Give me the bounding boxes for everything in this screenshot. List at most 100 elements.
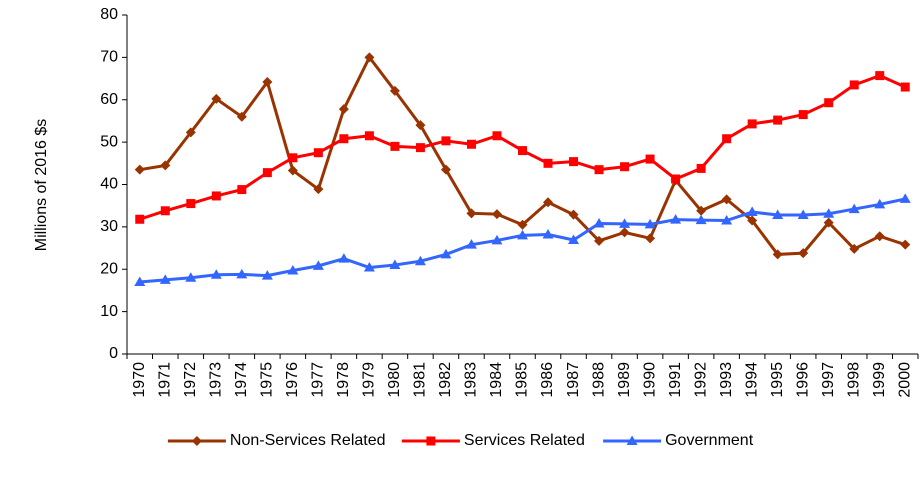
x-tick-label: 1978 bbox=[335, 362, 352, 398]
y-tick-label: 50 bbox=[100, 133, 118, 150]
data-point bbox=[236, 268, 248, 279]
data-point bbox=[441, 136, 451, 146]
data-point bbox=[261, 270, 273, 280]
data-point bbox=[236, 111, 247, 122]
x-tick-label: 1970 bbox=[131, 362, 148, 398]
data-point bbox=[414, 255, 426, 266]
data-point bbox=[185, 272, 197, 282]
legend-marker bbox=[626, 435, 638, 445]
data-point bbox=[518, 146, 527, 156]
legend-marker bbox=[191, 436, 202, 446]
x-tick-label: 1997 bbox=[820, 362, 837, 398]
data-point bbox=[568, 209, 579, 220]
x-tick-label: 1992 bbox=[692, 362, 709, 398]
series-line bbox=[139, 197, 906, 284]
data-point bbox=[211, 191, 221, 201]
data-point bbox=[747, 215, 758, 226]
data-point bbox=[312, 260, 324, 270]
x-tick-label: 1984 bbox=[488, 362, 505, 398]
x-tick-label: 1999 bbox=[871, 362, 888, 398]
data-point bbox=[670, 214, 682, 224]
x-tick-label: 1975 bbox=[259, 362, 276, 398]
data-point bbox=[874, 231, 885, 242]
data-point bbox=[134, 276, 146, 286]
x-tick-label: 1996 bbox=[794, 362, 811, 398]
data-point bbox=[619, 227, 630, 238]
data-point bbox=[339, 134, 349, 144]
data-point bbox=[440, 164, 451, 175]
data-point bbox=[721, 194, 732, 205]
data-point bbox=[696, 205, 707, 216]
data-point bbox=[389, 259, 401, 270]
data-point bbox=[160, 160, 171, 171]
y-tick-label: 30 bbox=[100, 218, 118, 235]
x-tick-label: 1971 bbox=[156, 362, 173, 398]
data-point bbox=[722, 134, 732, 144]
data-point bbox=[798, 248, 809, 259]
data-point bbox=[185, 127, 196, 138]
data-point bbox=[389, 85, 400, 96]
legend-label: Services Related bbox=[464, 432, 585, 449]
data-point bbox=[159, 274, 171, 284]
x-tick-label: 1991 bbox=[667, 362, 684, 398]
data-point bbox=[338, 104, 349, 115]
y-tick-label: 70 bbox=[100, 49, 118, 66]
data-point bbox=[466, 139, 476, 149]
data-point bbox=[491, 234, 503, 245]
x-tick-label: 1985 bbox=[514, 362, 531, 398]
data-point bbox=[899, 193, 911, 203]
data-point bbox=[415, 143, 425, 153]
data-point bbox=[569, 157, 579, 167]
data-point bbox=[491, 209, 502, 220]
y-tick-label: 20 bbox=[100, 260, 118, 277]
data-point bbox=[543, 158, 553, 168]
x-tick-label: 1983 bbox=[463, 362, 480, 398]
x-tick-label: 1972 bbox=[182, 362, 199, 398]
x-tick-label: 1974 bbox=[233, 362, 250, 398]
data-point bbox=[849, 80, 859, 90]
data-point bbox=[619, 218, 631, 228]
data-point bbox=[848, 203, 860, 214]
data-point bbox=[543, 197, 554, 208]
x-tick-label: 1987 bbox=[565, 362, 582, 398]
data-point bbox=[363, 262, 375, 272]
data-point bbox=[262, 76, 273, 87]
y-tick-label: 10 bbox=[100, 303, 118, 320]
data-point bbox=[440, 248, 452, 259]
x-tick-label: 1993 bbox=[718, 362, 735, 398]
data-point bbox=[492, 131, 502, 141]
data-point bbox=[849, 243, 860, 254]
data-point bbox=[390, 141, 400, 151]
data-point bbox=[696, 163, 706, 173]
data-point bbox=[797, 209, 809, 220]
data-point bbox=[773, 115, 783, 125]
data-point bbox=[211, 93, 222, 104]
data-point bbox=[594, 165, 604, 175]
data-point bbox=[824, 98, 834, 108]
data-point bbox=[671, 174, 681, 184]
data-point bbox=[364, 131, 374, 141]
data-point bbox=[644, 218, 656, 229]
data-point bbox=[517, 219, 528, 230]
x-tick-label: 2000 bbox=[896, 362, 913, 398]
data-point bbox=[186, 199, 196, 209]
data-point bbox=[568, 234, 580, 245]
data-point bbox=[772, 249, 783, 260]
data-point bbox=[593, 217, 605, 228]
x-tick-label: 1982 bbox=[437, 362, 454, 398]
x-tick-label: 1977 bbox=[310, 362, 327, 398]
x-tick-label: 1994 bbox=[743, 362, 760, 398]
data-point bbox=[695, 214, 707, 225]
x-tick-label: 1995 bbox=[769, 362, 786, 398]
data-point bbox=[262, 168, 272, 178]
data-point bbox=[874, 198, 886, 209]
data-point bbox=[594, 235, 605, 246]
data-point bbox=[645, 233, 656, 244]
data-point bbox=[364, 52, 375, 63]
data-point bbox=[313, 148, 323, 158]
data-point bbox=[517, 229, 528, 240]
data-point bbox=[134, 164, 145, 175]
y-tick-label: 40 bbox=[100, 176, 118, 193]
x-tick-label: 1976 bbox=[284, 362, 301, 398]
data-point bbox=[542, 229, 554, 239]
